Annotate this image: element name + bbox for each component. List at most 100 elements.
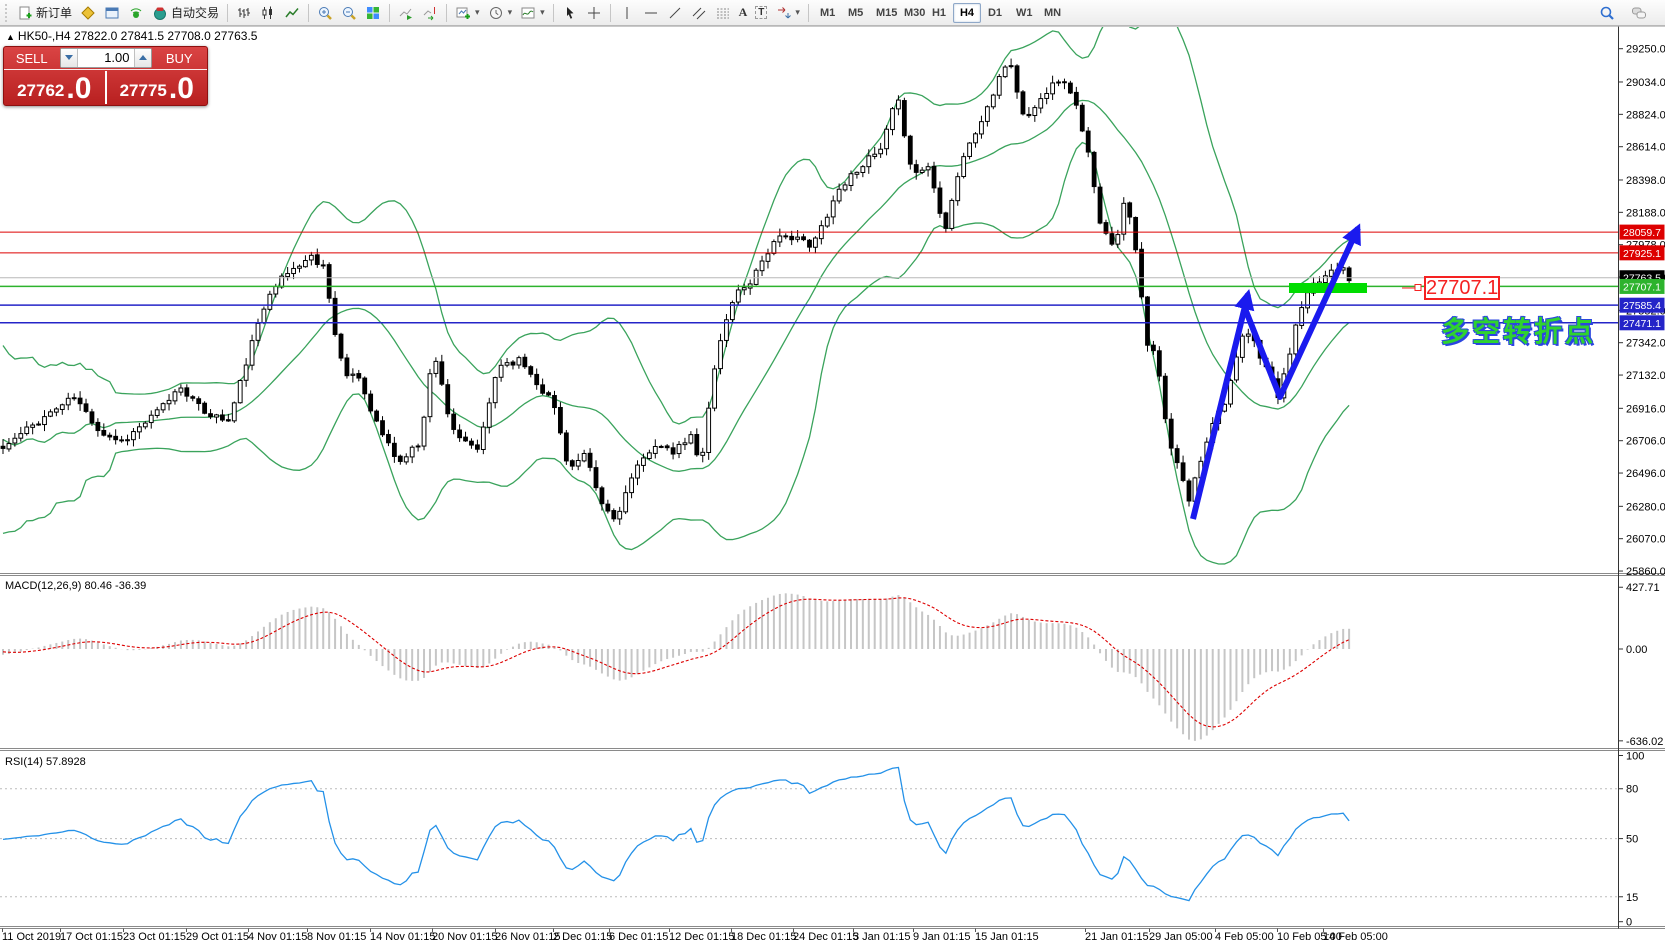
svg-text:27132.0: 27132.0 [1626,370,1665,382]
svg-text:28059.7: 28059.7 [1623,227,1661,239]
chart-shift-button[interactable] [418,2,442,24]
svg-text:15 Jan 01:15: 15 Jan 01:15 [975,931,1039,943]
svg-text:26070.0: 26070.0 [1626,534,1665,546]
market-watch-icon [80,5,96,21]
chat-button[interactable] [1627,2,1651,24]
fibonacci-icon [715,5,731,21]
svg-text:26280.0: 26280.0 [1626,501,1665,513]
search-button[interactable] [1595,2,1619,24]
buy-price-frac: .0 [168,71,194,105]
timeframe-mn-button[interactable]: MN [1037,3,1065,23]
fibonacci-tool-button[interactable] [711,2,735,24]
svg-text:3 Jan 01:15: 3 Jan 01:15 [853,931,911,943]
navigator-signal-icon [128,5,144,21]
trendline-tool-button[interactable] [663,2,687,24]
svg-text:28398.0: 28398.0 [1626,175,1665,187]
cursor-button[interactable] [558,2,582,24]
svg-text:21 Jan 01:15: 21 Jan 01:15 [1085,931,1149,943]
tile-windows-icon [365,5,381,21]
auto-scroll-button[interactable] [394,2,418,24]
profiles-button[interactable]: ▾ [484,2,517,24]
svg-text:27585.4: 27585.4 [1623,300,1661,312]
crosshair-button[interactable] [582,2,606,24]
tile-windows-button[interactable] [361,2,385,24]
pane-frame [0,26,1665,929]
arrows-tool-button[interactable]: ▾ [771,2,804,24]
sell-price-main: 27762 [17,81,65,101]
svg-text:10 Feb 05:00: 10 Feb 05:00 [1277,931,1342,943]
svg-text:4 Nov 01:15: 4 Nov 01:15 [248,931,307,943]
turning-point-note: 多空转折点 [1441,316,1597,347]
new-order-icon [17,5,33,21]
cursor-arrow-icon [562,5,578,21]
text-tool-button[interactable]: A [735,2,752,24]
symbol-ohlc-text: HK50-,H4 27822.0 27841.5 27708.0 27763.5 [17,29,258,43]
volume-input[interactable] [77,48,134,67]
svg-text:29250.0: 29250.0 [1626,44,1665,56]
navigator-button[interactable] [124,2,148,24]
toolbar: 新订单 自动交易 [0,0,1665,26]
timeframe-h4-button[interactable]: H4 [952,2,981,23]
collapse-arrow-icon[interactable]: ▲ [6,32,15,42]
sell-button[interactable]: SELL [4,51,60,66]
chat-bubbles-icon [1631,5,1647,21]
dropdown-arrow-icon: ▾ [540,7,545,17]
templates-button[interactable]: ▾ [516,2,549,24]
macd-indicator-label: MACD(12,26,9) 80.46 -36.39 [5,580,147,592]
new-chart-button[interactable]: ▾ [451,2,484,24]
vertical-line-icon [619,5,635,21]
toolbar-separator [446,3,448,22]
chart-shift-icon [422,5,438,21]
timeframe-m5-button[interactable]: M5 [841,3,869,23]
rsi-plot [0,766,1618,902]
svg-text:26496.0: 26496.0 [1626,468,1665,480]
svg-text:14 Nov 01:15: 14 Nov 01:15 [370,931,435,943]
candlestick-chart-button[interactable] [256,2,280,24]
sell-price-button[interactable]: 27762 .0 [4,70,105,104]
volume-decrease-button[interactable] [60,48,78,67]
buy-button[interactable]: BUY [152,51,208,66]
svg-text:0: 0 [1626,917,1632,929]
vertical-line-tool-button[interactable] [615,2,639,24]
crosshair-icon [586,5,602,21]
new-order-label: 新订单 [36,6,73,20]
bollinger-bands [2,27,1350,565]
bar-chart-button[interactable] [232,2,256,24]
svg-text:6 Dec 01:15: 6 Dec 01:15 [609,931,668,943]
zoom-out-button[interactable] [337,2,361,24]
market-watch-button[interactable] [76,2,100,24]
channel-tool-button[interactable] [687,2,711,24]
autotrade-button[interactable]: 自动交易 [148,2,223,24]
svg-text:11 Oct 2019: 11 Oct 2019 [2,931,61,943]
volume-increase-button[interactable] [133,48,151,67]
toolbar-separator [227,3,229,22]
trade-panel-price-row: 27762 .0 27775 .0 [4,70,207,104]
timeframe-m30-button[interactable]: M30 [897,3,925,23]
line-chart-icon [284,5,300,21]
bar-chart-icon [236,5,252,21]
label-tool-button[interactable]: T [751,2,771,24]
buy-price-button[interactable]: 27775 .0 [107,70,208,104]
timeframe-w1-button[interactable]: W1 [1009,3,1037,23]
horizontal-line-tool-button[interactable] [639,2,663,24]
svg-text:27925.1: 27925.1 [1623,248,1661,260]
zoom-in-button[interactable] [313,2,337,24]
price-axis[interactable]: 29250.0 29034.0 28824.0 28614.0 28398.0 28188… [1618,44,1665,929]
timeframe-m15-button[interactable]: M15 [869,3,897,23]
timeframe-d1-button[interactable]: D1 [981,3,1009,23]
data-window-button[interactable] [100,2,124,24]
line-chart-button[interactable] [280,2,304,24]
timeframe-h1-button[interactable]: H1 [925,3,953,23]
clock-icon [488,5,504,21]
new-order-button[interactable]: 新订单 [13,2,76,24]
dropdown-arrow-icon: ▾ [475,7,480,17]
zoom-in-icon [317,5,333,21]
timeframe-m1-button[interactable]: M1 [813,3,841,23]
candles [0,58,1352,525]
svg-text:24 Dec 01:15: 24 Dec 01:15 [793,931,858,943]
text-tool-icon: A [738,5,748,19]
